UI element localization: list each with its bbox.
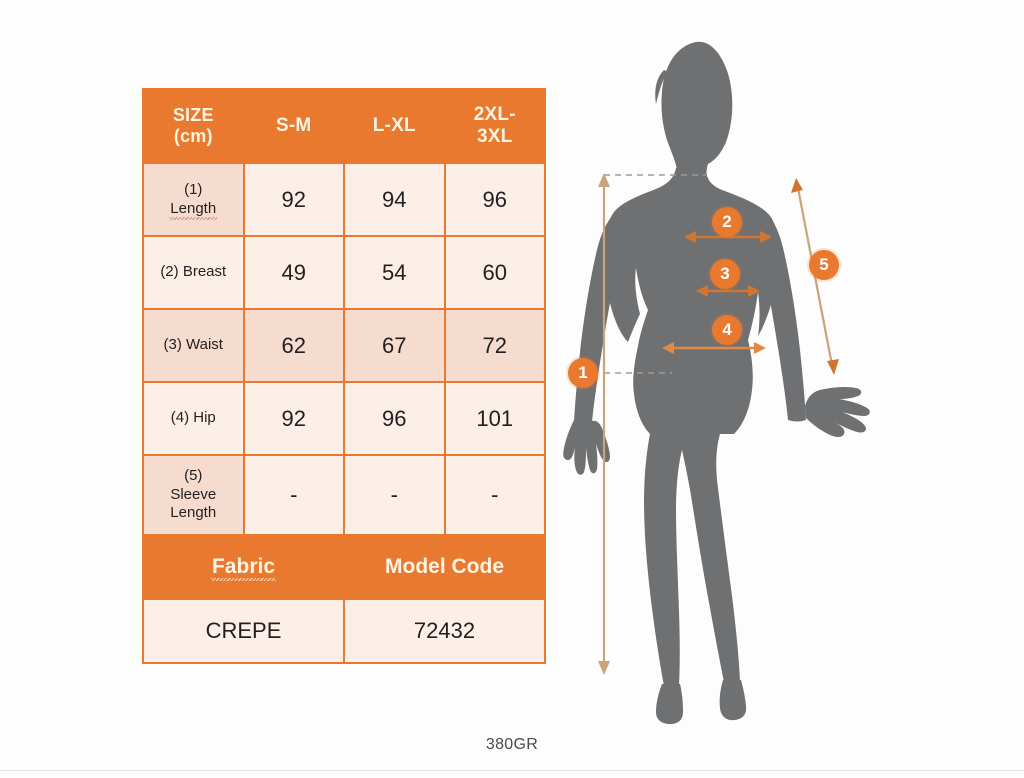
waist-arrowhead-left [696, 285, 708, 297]
header-model-code: Model Code [343, 534, 546, 600]
cell-sleeve-sm: - [242, 454, 345, 536]
cell-sleeve-lxl: - [343, 454, 446, 536]
cell-breast-lxl: 54 [343, 235, 446, 310]
row-label-waist: (3) Waist [142, 308, 245, 383]
header-fabric: Fabric [142, 534, 345, 600]
waist-measure-line-3 [696, 285, 760, 297]
row-label-sleeve-word: Sleeve [170, 485, 217, 503]
measure-badge-4: 4 [712, 315, 742, 345]
value-fabric: CREPE [142, 598, 345, 664]
table-footer-header-row: Fabric Model Code [142, 534, 546, 600]
table-row: (1) Length 92 94 96 [142, 162, 546, 237]
hip-measure-line-4 [662, 342, 766, 354]
sleeve-arrowhead-top [791, 178, 803, 193]
table-row: (4) Hip 92 96 101 [142, 381, 546, 456]
breast-measure-line-2 [684, 231, 772, 243]
header-size: SIZE (cm) [142, 88, 245, 164]
length-arrowhead-top [598, 173, 610, 187]
cell-hip-sm: 92 [242, 381, 345, 456]
header-2xl-line2: 3XL [477, 126, 513, 147]
header-size-line1: SIZE [172, 104, 214, 125]
cell-hip-2xl: 101 [443, 381, 546, 456]
row-label-sleeve-length: (5) Sleeve Length [142, 454, 245, 536]
table-header-row: SIZE (cm) S-M L-XL 2XL- 3XL [142, 88, 546, 164]
value-model-code: 72432 [343, 598, 546, 664]
hip-arrowhead-right [754, 342, 766, 354]
row-label-hip: (4) Hip [142, 381, 245, 456]
row-label-length-text: Length [169, 199, 218, 220]
header-2xl-3xl: 2XL- 3XL [443, 88, 546, 164]
table-row: (2) Breast 49 54 60 [142, 235, 546, 310]
cell-waist-sm: 62 [242, 308, 345, 383]
cell-breast-sm: 49 [242, 235, 345, 310]
header-s-m: S-M [242, 88, 345, 164]
measure-badge-1: 1 [568, 358, 598, 388]
female-body-silhouette [563, 41, 870, 724]
measurement-figure: 1 2 3 4 5 [556, 30, 896, 730]
breast-arrowhead-right [760, 231, 772, 243]
table-row: (3) Waist 62 67 72 [142, 308, 546, 383]
header-fabric-text: Fabric [210, 555, 277, 581]
table-row: (5) Sleeve Length - - - [142, 454, 546, 536]
cell-length-sm: 92 [242, 162, 345, 237]
header-l-xl: L-XL [343, 88, 446, 164]
measure-badge-2: 2 [712, 207, 742, 237]
header-size-line2: (cm) [173, 126, 213, 146]
row-label-length: (1) Length [142, 162, 245, 237]
waist-arrowhead-right [748, 285, 760, 297]
row-label-length-num: (1) [184, 180, 203, 198]
cell-length-2xl: 96 [443, 162, 546, 237]
table-footer-value-row: CREPE 72432 [142, 598, 546, 664]
cell-breast-2xl: 60 [443, 235, 546, 310]
bottom-divider [0, 770, 1024, 771]
female-silhouette-svg [563, 41, 870, 724]
cell-length-lxl: 94 [343, 162, 446, 237]
hip-arrowhead-left [662, 342, 674, 354]
row-label-sleeve-num: (5) [184, 466, 203, 484]
sleeve-arrowhead-bottom [827, 359, 839, 375]
row-label-breast: (2) Breast [142, 235, 245, 310]
measure-badge-5: 5 [809, 250, 839, 280]
footer-weight-code: 380GR [485, 736, 539, 753]
measure-badge-3: 3 [710, 259, 740, 289]
cell-sleeve-2xl: - [443, 454, 546, 536]
size-table: SIZE (cm) S-M L-XL 2XL- 3XL (1) Length 9… [142, 88, 546, 664]
row-label-sleeve-length-word: Length [170, 504, 217, 522]
cell-hip-lxl: 96 [343, 381, 446, 456]
length-arrowhead-bottom [598, 661, 610, 675]
header-2xl-line1: 2XL- [473, 103, 516, 125]
cell-waist-lxl: 67 [343, 308, 446, 383]
cell-waist-2xl: 72 [443, 308, 546, 383]
length-measure-line-1 [598, 173, 706, 675]
breast-arrowhead-left [684, 231, 696, 243]
